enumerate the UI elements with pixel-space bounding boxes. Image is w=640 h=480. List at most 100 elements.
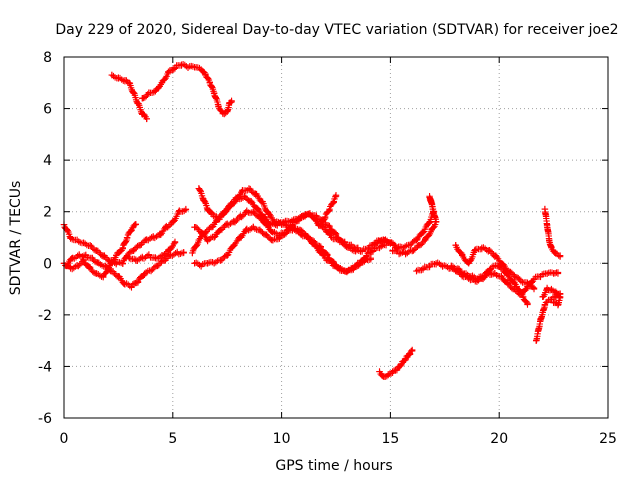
data-point — [115, 74, 122, 81]
data-point — [519, 293, 527, 301]
data-point — [432, 260, 440, 267]
data-point — [206, 79, 213, 86]
data-point — [389, 368, 396, 375]
data-point — [224, 107, 231, 115]
data-point — [402, 355, 409, 362]
data-point — [152, 87, 159, 94]
data-point — [363, 252, 370, 259]
data-point — [524, 280, 531, 288]
data-point — [454, 265, 462, 272]
data-point — [165, 247, 172, 254]
data-point — [341, 267, 348, 275]
y-tick-label: 6 — [43, 102, 52, 118]
data-point — [130, 247, 137, 254]
data-point — [256, 213, 264, 221]
data-point — [498, 272, 505, 280]
data-point — [126, 79, 133, 86]
data-point — [69, 254, 76, 262]
data-point — [221, 208, 229, 215]
data-point — [158, 252, 166, 259]
y-axis-title: SDTVAR / TECUs — [8, 181, 24, 296]
data-point — [302, 211, 309, 218]
data-point — [326, 205, 333, 213]
data-point — [369, 247, 377, 254]
x-axis-title: GPS time / hours — [275, 458, 392, 474]
data-point — [408, 247, 416, 254]
data-point — [452, 242, 459, 249]
data-point — [341, 239, 348, 246]
x-tick-label: 0 — [60, 431, 69, 447]
data-point — [195, 185, 203, 192]
series-arc-12 — [317, 192, 340, 228]
data-point — [80, 239, 87, 246]
data-point — [250, 223, 257, 231]
data-point — [241, 193, 248, 200]
data-point — [530, 275, 538, 282]
x-tick-label: 25 — [599, 431, 617, 447]
data-point — [491, 252, 499, 259]
data-point — [428, 226, 435, 233]
data-point — [504, 280, 512, 288]
data-point — [265, 211, 272, 218]
data-point — [543, 270, 551, 277]
data-point — [156, 231, 163, 239]
data-point — [419, 229, 427, 236]
data-point — [554, 270, 562, 277]
data-point — [93, 247, 100, 254]
data-point — [532, 337, 540, 344]
data-point — [334, 265, 342, 272]
data-point — [145, 89, 153, 97]
data-point — [217, 226, 224, 233]
data-point — [554, 301, 562, 308]
data-point — [163, 223, 170, 231]
data-point — [498, 260, 505, 267]
data-point — [73, 236, 81, 244]
tick-labels: 0 5 10 15 20 25 -6 -4 -2 0 2 4 6 8 — [38, 50, 617, 447]
data-point — [165, 69, 172, 76]
data-point — [513, 283, 520, 290]
data-point — [215, 216, 222, 223]
data-point — [308, 239, 316, 246]
data-point — [167, 252, 174, 259]
data-point — [422, 236, 429, 244]
data-point — [184, 64, 192, 71]
data-point — [478, 244, 485, 252]
data-point — [376, 244, 383, 252]
data-point — [195, 236, 203, 244]
data-point — [402, 249, 409, 257]
data-point — [539, 293, 546, 301]
data-point — [274, 221, 281, 228]
data-point — [263, 231, 270, 239]
data-point — [228, 200, 235, 208]
data-point — [467, 272, 475, 280]
data-point — [158, 79, 166, 86]
data-point — [245, 185, 253, 192]
data-point — [389, 247, 396, 254]
data-point — [432, 218, 440, 226]
data-point — [215, 102, 222, 110]
data-point — [143, 236, 150, 244]
plot-frame — [63, 56, 609, 419]
data-point — [480, 272, 488, 280]
data-point — [406, 242, 414, 249]
data-point — [550, 298, 557, 306]
data-point — [108, 267, 116, 275]
data-point — [252, 190, 259, 197]
data-point — [250, 208, 257, 215]
data-point — [230, 242, 237, 249]
data-point — [289, 221, 296, 228]
data-point — [210, 89, 218, 97]
data-point — [332, 193, 340, 200]
data-point — [76, 252, 83, 259]
data-point — [269, 229, 277, 236]
data-point — [210, 260, 218, 267]
data-point — [230, 218, 237, 226]
data-point — [99, 252, 107, 259]
data-point — [178, 61, 185, 68]
data-point — [328, 234, 335, 241]
data-point — [367, 254, 375, 262]
data-point — [474, 275, 481, 282]
series-arc-13 — [374, 193, 440, 258]
data-point — [472, 247, 479, 254]
data-point — [295, 216, 303, 223]
